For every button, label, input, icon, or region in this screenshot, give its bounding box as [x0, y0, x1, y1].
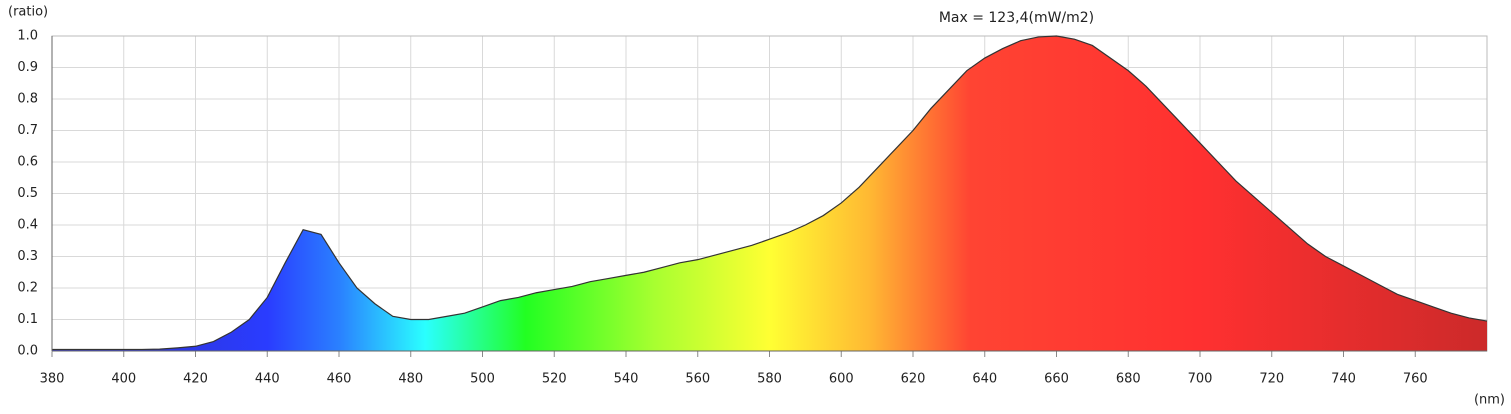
- x-axis-label: (nm): [1474, 393, 1505, 408]
- y-tick-label: 0.2: [17, 281, 38, 296]
- y-tick-label: 0.5: [17, 186, 38, 201]
- y-tick-label: 0.6: [17, 155, 38, 170]
- x-tick-label: 720: [1259, 372, 1284, 387]
- y-axis-label: (ratio): [8, 5, 48, 20]
- y-tick-label: 0.9: [17, 60, 38, 75]
- x-tick-label: 560: [685, 372, 710, 387]
- y-tick-label: 0.7: [17, 123, 38, 138]
- x-tick-label: 460: [327, 372, 352, 387]
- x-tick-label: 420: [183, 372, 208, 387]
- line: [52, 35, 1488, 351]
- x-tick-label: 600: [829, 372, 854, 387]
- x-tick-label: 640: [972, 372, 997, 387]
- annotation: Max = 123,4(mW/m2): [939, 10, 1094, 26]
- y-tick-label: 0.8: [17, 92, 38, 107]
- x-tick-label: 680: [1116, 372, 1141, 387]
- y-tick-label: 1.0: [17, 29, 38, 44]
- y-tick-label: 0.3: [17, 249, 38, 264]
- x-tick-label: 620: [901, 372, 926, 387]
- x-tick-label: 480: [398, 372, 423, 387]
- area: [52, 36, 1487, 351]
- x-tick-label: 700: [1188, 372, 1213, 387]
- x-tick-label: 520: [542, 372, 567, 387]
- x-tick-label: 660: [1044, 372, 1069, 387]
- x-tick-label: 400: [111, 372, 136, 387]
- x-tick-label: 440: [255, 372, 280, 387]
- x-tick-label: 760: [1403, 372, 1428, 387]
- x-tick-label: 540: [614, 372, 639, 387]
- y-tick-label: 0.4: [17, 218, 38, 233]
- y-tick-label: 0.1: [17, 312, 38, 327]
- x-tick-label: 380: [40, 372, 65, 387]
- y-tick-label: 0.0: [17, 344, 38, 359]
- x-tick-label: 500: [470, 372, 495, 387]
- x-tick-label: 740: [1331, 372, 1356, 387]
- x-tick-label: 580: [757, 372, 782, 387]
